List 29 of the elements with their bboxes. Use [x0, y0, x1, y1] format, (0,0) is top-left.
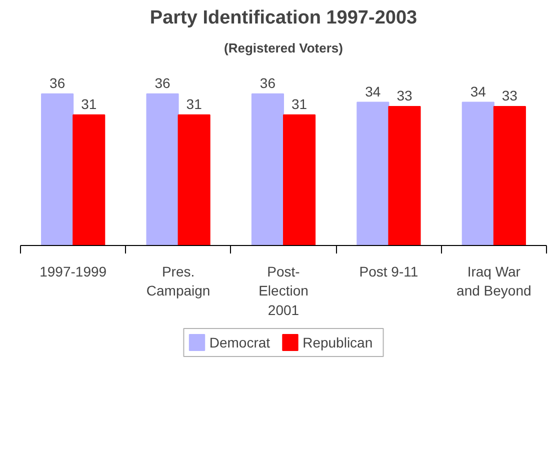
bar	[146, 93, 179, 246]
bar	[178, 114, 210, 246]
x-tick-label: Iraq War and Beyond	[456, 264, 532, 299]
data-label: 34	[365, 83, 381, 100]
bar	[462, 102, 494, 246]
chart-subtitle: (Registered Voters)	[224, 40, 343, 56]
data-label: 31	[291, 96, 308, 112]
data-label: 36	[154, 74, 171, 91]
data-label: 33	[396, 87, 412, 104]
data-label: 33	[502, 87, 518, 104]
legend-label: Democrat	[209, 334, 270, 350]
x-tick-label: Pres. Campaign	[146, 264, 210, 299]
bar	[388, 106, 421, 246]
chart-title: Party Identification 1997-2003	[150, 8, 418, 28]
x-tick-label: Post 9-11	[359, 264, 418, 280]
bar	[72, 114, 106, 246]
bar	[493, 106, 526, 246]
data-label: 34	[470, 83, 486, 100]
legend-label: Republican	[302, 334, 373, 350]
bar	[41, 93, 74, 246]
bar	[356, 102, 390, 246]
bar	[251, 93, 284, 246]
data-label: 36	[50, 74, 66, 91]
x-tick-label: Post- Election 2001	[258, 264, 308, 318]
bar	[283, 114, 316, 246]
x-tick-label: 1997-1999	[40, 264, 107, 280]
data-label: 36	[260, 74, 276, 91]
data-label: 31	[81, 96, 97, 112]
data-label: 31	[186, 96, 202, 112]
